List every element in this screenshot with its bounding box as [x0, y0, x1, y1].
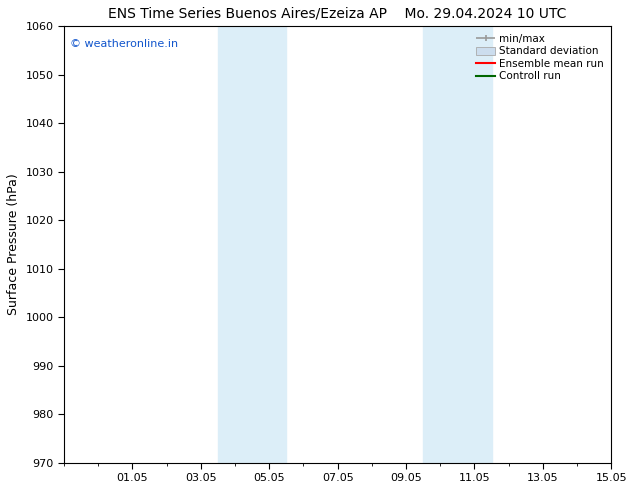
Text: © weatheronline.in: © weatheronline.in — [70, 39, 178, 49]
Legend: min/max, Standard deviation, Ensemble mean run, Controll run: min/max, Standard deviation, Ensemble me… — [474, 31, 606, 83]
Y-axis label: Surface Pressure (hPa): Surface Pressure (hPa) — [7, 173, 20, 316]
Bar — [423, 26, 491, 463]
Title: ENS Time Series Buenos Aires/Ezeiza AP    Mo. 29.04.2024 10 UTC: ENS Time Series Buenos Aires/Ezeiza AP M… — [108, 7, 567, 21]
Bar — [218, 26, 287, 463]
